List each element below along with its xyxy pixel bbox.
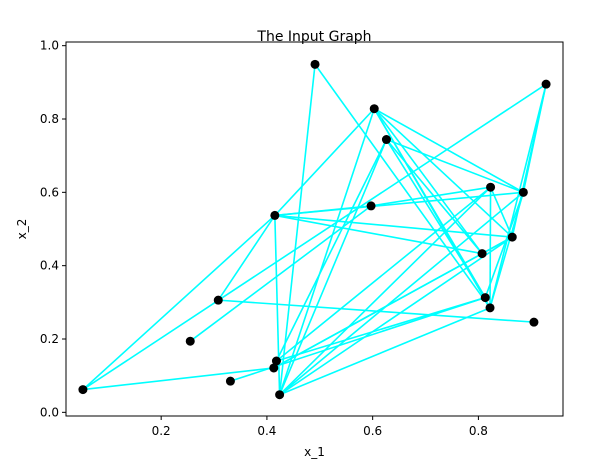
- graph-node: [480, 293, 490, 303]
- x-tick-label: 0.8: [469, 424, 488, 438]
- graph-node: [225, 376, 235, 386]
- graph-edge: [279, 307, 491, 396]
- graph-node: [78, 385, 88, 395]
- graph-edge: [278, 139, 388, 396]
- y-tick-label: 1.0: [40, 39, 59, 53]
- x-axis-ticks: 0.2 0.4 0.6 0.8: [152, 416, 488, 438]
- y-tick-label: 0.0: [40, 405, 59, 419]
- graph-edge: [217, 214, 276, 301]
- x-tick-label: 0.6: [363, 424, 382, 438]
- graph-node: [275, 390, 285, 400]
- graph-edge: [276, 296, 486, 362]
- nodes-layer: [78, 59, 551, 400]
- x-axis-label: x_1: [304, 445, 325, 459]
- graph-edge: [370, 186, 491, 207]
- graph-edge: [385, 139, 483, 255]
- graph-edge: [278, 64, 316, 395]
- graph-edge: [522, 84, 547, 193]
- x-tick-label: 0.4: [257, 424, 276, 438]
- graph-node: [381, 135, 391, 145]
- graph-node: [485, 303, 495, 313]
- graph-node: [366, 201, 376, 211]
- graph-edge: [274, 108, 375, 216]
- graph-node: [185, 336, 195, 346]
- graph-node: [541, 79, 551, 89]
- graph-edge: [274, 214, 513, 238]
- graph-edge: [489, 83, 547, 309]
- chart-title: The Input Graph: [256, 29, 371, 45]
- graph-edge: [82, 214, 276, 391]
- x-tick-label: 0.2: [152, 424, 171, 438]
- y-tick-label: 0.2: [40, 332, 59, 346]
- graph-node: [369, 104, 379, 114]
- graph-edge: [82, 367, 274, 391]
- graph-node: [310, 59, 320, 69]
- y-tick-label: 0.4: [40, 259, 59, 273]
- graph-node: [518, 187, 528, 197]
- y-axis-label: x_2: [15, 219, 29, 240]
- graph-node: [270, 210, 280, 220]
- y-axis-ticks: 0.0 0.2 0.4 0.6 0.8 1.0: [40, 39, 66, 419]
- graph-edge: [275, 139, 388, 362]
- graph-edge: [373, 108, 483, 255]
- graph-edge: [489, 187, 492, 308]
- edges-layer: [82, 63, 547, 396]
- graph-edge: [274, 214, 483, 255]
- graph-edge: [314, 63, 491, 309]
- graph-edge: [373, 108, 513, 238]
- graph-edge: [373, 108, 524, 194]
- graph-edge: [489, 186, 513, 238]
- graph-edge: [279, 191, 524, 396]
- graph-edge: [385, 139, 486, 298]
- graph-node: [507, 232, 517, 242]
- graph-node: [269, 363, 279, 373]
- graph-edge: [82, 83, 547, 391]
- graph-edge: [273, 236, 513, 369]
- graph-node: [529, 317, 539, 327]
- graph-node: [271, 356, 281, 366]
- graph-edge: [484, 192, 525, 298]
- graph-node: [213, 295, 223, 305]
- y-tick-label: 0.8: [40, 112, 59, 126]
- y-tick-label: 0.6: [40, 185, 59, 199]
- graph-node: [486, 182, 496, 192]
- graph-edge: [189, 205, 372, 342]
- graph-node: [477, 249, 487, 259]
- graph-edge: [386, 138, 524, 194]
- plot-area-frame: [65, 41, 564, 417]
- graph-edge: [279, 236, 513, 396]
- graph-edge: [278, 108, 376, 395]
